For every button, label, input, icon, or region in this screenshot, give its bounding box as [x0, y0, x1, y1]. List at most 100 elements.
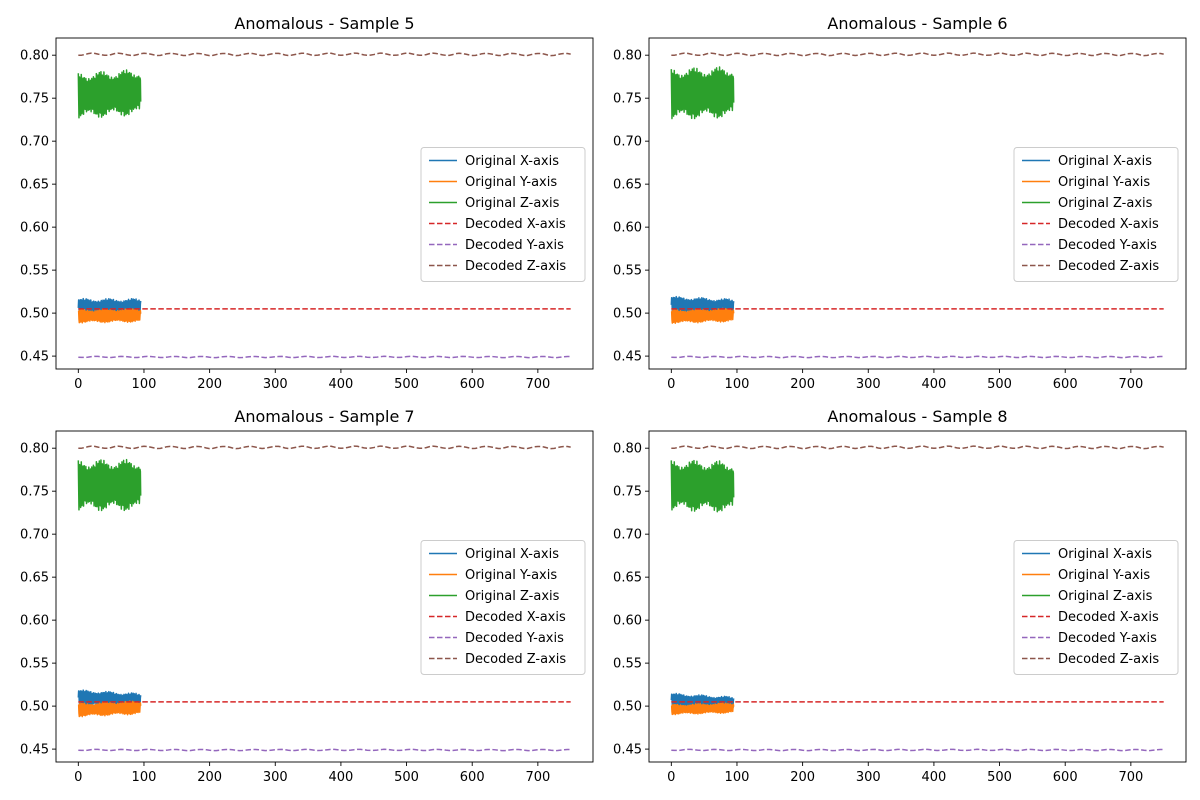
- x-tick-label: 700: [525, 770, 550, 785]
- series-line-decoded-y-axis: [671, 748, 1164, 752]
- series-line-decoded-z-axis: [78, 445, 571, 450]
- x-tick-label: 500: [394, 770, 419, 785]
- x-tick-label: 600: [460, 377, 485, 392]
- x-tick-label: 400: [328, 377, 353, 392]
- subplot-1: Anomalous - Sample 5 0 100 200 300 400 500 600 7…: [20, 14, 594, 392]
- legend-label: Decoded Z-axis: [1058, 652, 1159, 667]
- plot-area: [77, 52, 571, 359]
- y-tick-label: 0.45: [20, 743, 49, 758]
- x-tick-label: 0: [74, 377, 82, 392]
- legend-label: Decoded X-axis: [465, 610, 566, 625]
- legend: Original X-axis Original Y-axis Original Z…: [1013, 147, 1179, 282]
- chart-title: Anomalous - Sample 6: [827, 14, 1007, 33]
- legend-label: Original Z-axis: [1058, 196, 1153, 211]
- x-tick-label: 100: [725, 770, 750, 785]
- x-tick-label: 600: [1053, 377, 1078, 392]
- series-line-decoded-z-axis: [671, 445, 1164, 450]
- plot-area: [670, 52, 1164, 359]
- y-tick-label: 0.80: [613, 442, 642, 457]
- legend-label: Original Y-axis: [1058, 175, 1150, 190]
- y-tick-label: 0.70: [20, 135, 49, 150]
- legend-label: Original Z-axis: [465, 589, 560, 604]
- legend-label: Decoded Y-axis: [1058, 238, 1157, 253]
- legend-label: Original Z-axis: [465, 196, 560, 211]
- series-line-decoded-y-axis: [671, 355, 1164, 359]
- y-tick-label: 0.55: [20, 657, 49, 672]
- y-tick-label: 0.75: [613, 485, 642, 500]
- y-tick-label: 0.55: [613, 657, 642, 672]
- legend-label: Decoded Y-axis: [465, 631, 564, 646]
- x-tick-label: 100: [725, 377, 750, 392]
- x-tick-label: 200: [790, 377, 815, 392]
- legend-box: [420, 147, 586, 282]
- legend-label: Original X-axis: [465, 154, 559, 169]
- x-tick-label: 600: [460, 770, 485, 785]
- x-tick-label: 200: [197, 770, 222, 785]
- x-tick-label: 700: [1118, 377, 1143, 392]
- series-line-original-y-axis: [670, 307, 735, 324]
- x-tick-label: 600: [1053, 770, 1078, 785]
- legend-label: Decoded Y-axis: [1058, 631, 1157, 646]
- x-tick-label: 500: [987, 770, 1012, 785]
- y-tick-label: 0.55: [613, 264, 642, 279]
- x-tick-label: 300: [263, 770, 288, 785]
- series-line-original-z-axis: [77, 69, 142, 119]
- series-line-original-y-axis: [77, 700, 142, 718]
- legend-label: Decoded X-axis: [1058, 217, 1159, 232]
- legend-label: Original Y-axis: [465, 175, 557, 190]
- subplot-4: Anomalous - Sample 8 0 100 200 300 400 500 600 7…: [613, 407, 1187, 785]
- y-tick-label: 0.80: [20, 442, 49, 457]
- legend-box: [1013, 540, 1179, 675]
- legend: Original X-axis Original Y-axis Original Z…: [420, 540, 586, 675]
- y-tick-label: 0.75: [20, 485, 49, 500]
- legend-label: Decoded Z-axis: [1058, 259, 1159, 274]
- y-tick-label: 0.65: [613, 178, 642, 193]
- x-tick-label: 200: [197, 377, 222, 392]
- series-line-decoded-y-axis: [78, 748, 571, 752]
- series-line-original-y-axis: [670, 702, 735, 716]
- legend: Original X-axis Original Y-axis Original Z…: [420, 147, 586, 282]
- y-tick-label: 0.55: [20, 264, 49, 279]
- y-tick-label: 0.45: [613, 743, 642, 758]
- axes-frame: [55, 430, 594, 763]
- series-line-original-z-axis: [670, 66, 735, 120]
- legend-label: Original Z-axis: [1058, 589, 1153, 604]
- y-tick-label: 0.45: [613, 350, 642, 365]
- x-tick-label: 0: [667, 770, 675, 785]
- y-tick-label: 0.70: [613, 528, 642, 543]
- legend-label: Decoded Z-axis: [465, 652, 566, 667]
- series-line-original-y-axis: [77, 307, 142, 324]
- x-tick-label: 700: [1118, 770, 1143, 785]
- x-tick-label: 300: [856, 770, 881, 785]
- legend: Original X-axis Original Y-axis Original Z…: [1013, 540, 1179, 675]
- subplot-2: Anomalous - Sample 6 0 100 200 300 400 500 600 7…: [613, 14, 1187, 392]
- y-tick-label: 0.50: [20, 307, 49, 322]
- y-tick-label: 0.65: [613, 571, 642, 586]
- legend-label: Decoded Y-axis: [465, 238, 564, 253]
- legend-label: Original Y-axis: [1058, 568, 1150, 583]
- legend-label: Original X-axis: [465, 547, 559, 562]
- legend-label: Decoded X-axis: [465, 217, 566, 232]
- x-tick-label: 500: [394, 377, 419, 392]
- x-tick-label: 500: [987, 377, 1012, 392]
- x-tick-label: 300: [856, 377, 881, 392]
- axes-frame: [648, 430, 1187, 763]
- x-tick-label: 300: [263, 377, 288, 392]
- x-tick-label: 400: [328, 770, 353, 785]
- x-tick-label: 400: [921, 377, 946, 392]
- y-tick-label: 0.65: [20, 178, 49, 193]
- x-tick-label: 0: [74, 770, 82, 785]
- y-tick-label: 0.60: [613, 221, 642, 236]
- plot-area: [77, 445, 571, 752]
- plot-area: [670, 445, 1164, 752]
- y-tick-label: 0.80: [20, 49, 49, 64]
- chart-title: Anomalous - Sample 5: [234, 14, 414, 33]
- x-tick-label: 100: [132, 377, 157, 392]
- y-tick-label: 0.50: [613, 700, 642, 715]
- x-tick-label: 0: [667, 377, 675, 392]
- subplot-3: Anomalous - Sample 7 0 100 200 300 400 500 600 7…: [20, 407, 594, 785]
- x-tick-label: 100: [132, 770, 157, 785]
- legend-box: [420, 540, 586, 675]
- y-tick-label: 0.70: [20, 528, 49, 543]
- y-tick-label: 0.60: [20, 221, 49, 236]
